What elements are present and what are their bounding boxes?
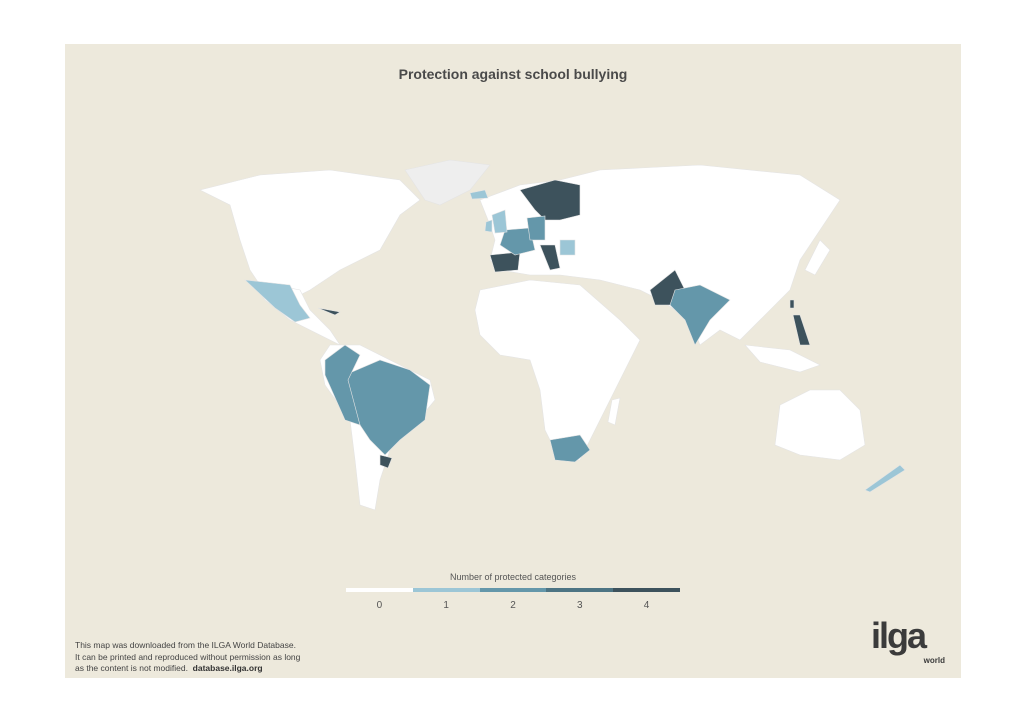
country-south-africa[interactable] [549, 434, 591, 463]
landmass-africa[interactable] [474, 279, 641, 461]
legend-label-0: 0 [376, 600, 383, 611]
country-india[interactable] [669, 284, 731, 346]
landmass-north-america[interactable] [199, 169, 421, 301]
legend-swatch-3 [546, 588, 614, 592]
country-balkans[interactable] [539, 244, 561, 271]
country-iceland[interactable] [469, 189, 489, 200]
country-colombia-ecuador-peru-bolivia[interactable] [324, 344, 361, 426]
country-taiwan[interactable] [789, 299, 795, 309]
legend-label-1: 1 [443, 600, 449, 611]
database-link[interactable]: database.ilga.org [192, 663, 263, 673]
country-germany[interactable] [526, 215, 546, 241]
country-france[interactable] [499, 227, 536, 256]
landmass-japan[interactable] [804, 239, 831, 276]
country-philippines[interactable] [792, 314, 811, 346]
landmass-madagascar[interactable] [607, 397, 621, 426]
country-cuba[interactable] [317, 307, 341, 316]
legend-label-3: 3 [577, 600, 583, 611]
country-united-kingdom[interactable] [491, 209, 508, 234]
disclaimer-line: as the content is not modified. [75, 663, 188, 673]
country-spain-portugal[interactable] [489, 251, 521, 273]
legend-label-4: 4 [643, 600, 650, 611]
country-mexico[interactable] [244, 279, 311, 323]
map-frame: Protection against school bullying Numbe… [65, 44, 961, 678]
country-uruguay[interactable] [379, 454, 393, 469]
country-ireland[interactable] [484, 219, 493, 233]
disclaimer-line: This map was downloaded from the ILGA Wo… [75, 640, 296, 650]
legend-title: Number of protected categories [449, 572, 577, 582]
world-map [199, 159, 906, 511]
ilga-logo: ilga world [871, 615, 945, 666]
country-new-zealand[interactable] [864, 464, 906, 493]
legend: Number of protected categories 0 1 2 3 4 [346, 572, 680, 611]
legend-swatch-4 [613, 588, 680, 592]
country-romania[interactable] [559, 239, 576, 256]
legend-labels: 0 1 2 3 4 [346, 600, 680, 611]
legend-swatch-1 [412, 588, 480, 592]
legend-swatch-0 [346, 588, 413, 592]
country-norway-sweden-finland[interactable] [519, 179, 581, 221]
disclaimer: This map was downloaded from the ILGA Wo… [75, 640, 300, 675]
landmass-indonesia[interactable] [744, 344, 821, 373]
legend-color-bar [346, 588, 680, 592]
landmass-australia[interactable] [774, 389, 866, 461]
map-title: Protection against school bullying [398, 66, 628, 82]
disclaimer-line: It can be printed and reproduced without… [75, 651, 301, 662]
country-greenland[interactable] [404, 159, 491, 206]
legend-label-2: 2 [510, 600, 516, 611]
legend-swatch-2 [479, 588, 547, 592]
